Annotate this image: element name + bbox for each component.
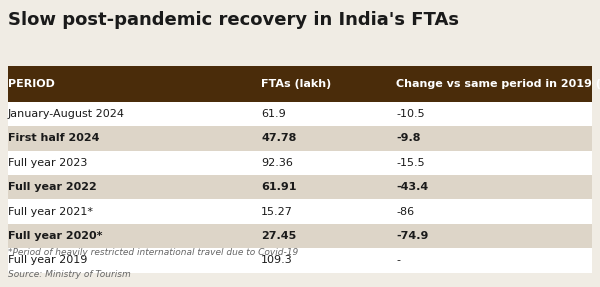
Text: -: - (396, 255, 400, 265)
Text: PERIOD: PERIOD (8, 79, 55, 89)
Text: Full year 2023: Full year 2023 (8, 158, 87, 168)
Text: *Period of heavily restricted international travel due to Covid-19: *Period of heavily restricted internatio… (8, 248, 298, 257)
Text: 61.9: 61.9 (261, 109, 286, 119)
Bar (8, 151, 592, 175)
Bar (8, 224, 592, 248)
Bar (8, 199, 592, 224)
Text: -86: -86 (396, 207, 414, 217)
Text: 15.27: 15.27 (261, 207, 293, 217)
Text: -10.5: -10.5 (396, 109, 425, 119)
Text: Full year 2020*: Full year 2020* (8, 231, 102, 241)
Bar (8, 248, 592, 273)
Bar (8, 126, 592, 151)
Text: 27.45: 27.45 (261, 231, 296, 241)
Text: 92.36: 92.36 (261, 158, 293, 168)
Text: Full year 2019: Full year 2019 (8, 255, 87, 265)
Bar (8, 175, 592, 199)
Text: January-August 2024: January-August 2024 (8, 109, 125, 119)
Text: -74.9: -74.9 (396, 231, 428, 241)
Text: Full year 2022: Full year 2022 (8, 182, 97, 192)
Text: 61.91: 61.91 (261, 182, 296, 192)
Bar (8, 66, 592, 102)
Text: 109.3: 109.3 (261, 255, 293, 265)
Text: 47.78: 47.78 (261, 133, 296, 144)
Text: First half 2024: First half 2024 (8, 133, 100, 144)
Text: Source: Ministry of Tourism: Source: Ministry of Tourism (8, 270, 131, 279)
Text: FTAs (lakh): FTAs (lakh) (261, 79, 331, 89)
Text: -9.8: -9.8 (396, 133, 421, 144)
Text: Slow post-pandemic recovery in India's FTAs: Slow post-pandemic recovery in India's F… (8, 11, 459, 30)
Text: Change vs same period in 2019 (%): Change vs same period in 2019 (%) (396, 79, 600, 89)
Bar (8, 102, 592, 126)
Text: Full year 2021*: Full year 2021* (8, 207, 93, 217)
Text: -43.4: -43.4 (396, 182, 428, 192)
Text: -15.5: -15.5 (396, 158, 425, 168)
